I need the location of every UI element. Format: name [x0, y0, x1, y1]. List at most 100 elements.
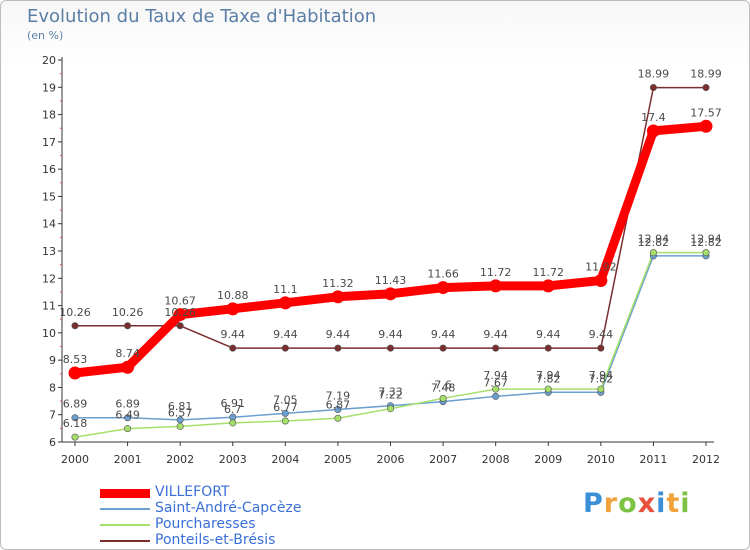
data-label: 10.26	[112, 306, 144, 319]
y-tick-label: 16	[42, 163, 56, 176]
data-point	[229, 344, 237, 352]
y-tick-label: 10	[42, 327, 56, 340]
data-label: 7.82	[589, 372, 614, 385]
series-points	[68, 84, 713, 441]
data-label: 12.94	[690, 233, 722, 246]
data-label: 11.72	[533, 266, 565, 279]
y-tick-label: 14	[42, 218, 56, 231]
data-label: 7.94	[589, 369, 614, 382]
y-tick-label: 17	[42, 136, 56, 149]
data-label: 11.32	[322, 277, 354, 290]
data-label: 9.44	[378, 328, 403, 341]
data-label: 11.66	[427, 268, 459, 281]
data-point	[229, 419, 237, 427]
data-point	[386, 405, 394, 413]
x-tick-label: 2012	[692, 453, 720, 466]
y-tick-label: 11	[42, 300, 56, 313]
data-label: 8.53	[63, 353, 88, 366]
logo-letter: r	[603, 488, 619, 519]
x-tick-label: 2003	[219, 453, 247, 466]
data-label: 10.26	[59, 306, 91, 319]
x-tick-label: 2004	[271, 453, 299, 466]
data-point	[68, 366, 82, 380]
data-point	[124, 414, 132, 422]
data-point	[646, 124, 660, 138]
data-label: 9.44	[431, 328, 456, 341]
y-tick-label: 20	[42, 54, 56, 67]
legend-label: Ponteils-et-Brésis	[155, 532, 276, 548]
data-point	[71, 322, 79, 330]
data-point	[281, 409, 289, 417]
data-point	[544, 385, 552, 393]
x-tick-label: 2006	[377, 453, 405, 466]
data-label: 6.18	[63, 417, 88, 430]
logo-letter: i	[656, 488, 667, 519]
data-label: 11.72	[480, 266, 512, 279]
data-point	[489, 279, 503, 293]
data-point	[124, 322, 132, 330]
axes: 6 7 8 9 10 11 12 13 14 15 16 17 18 19 20 2000 2001 2002 20…	[42, 54, 720, 466]
y-tick-label: 18	[42, 109, 56, 122]
data-point	[386, 344, 394, 352]
data-point	[331, 290, 345, 304]
data-label: 11.43	[375, 274, 407, 287]
data-label: 8.74	[115, 347, 140, 360]
x-tick-label: 2011	[639, 453, 667, 466]
legend-swatch	[100, 524, 150, 526]
data-point	[281, 417, 289, 425]
data-point	[71, 433, 79, 441]
data-point	[594, 273, 608, 287]
data-point	[176, 422, 184, 430]
data-point	[384, 287, 397, 301]
data-point	[226, 302, 240, 316]
x-tick-label: 2002	[166, 453, 194, 466]
data-point	[281, 344, 289, 352]
data-point	[492, 385, 500, 393]
x-tick-label: 2005	[324, 453, 352, 466]
x-tick-label: 2001	[114, 453, 142, 466]
legend-label: VILLEFORT	[155, 484, 230, 500]
y-tick-label: 15	[42, 190, 56, 203]
x-tick-label: 2010	[587, 453, 615, 466]
data-label: 18.99	[638, 68, 670, 81]
data-label: 6.57	[168, 406, 193, 419]
y-tick-label: 19	[42, 81, 56, 94]
data-point	[124, 425, 132, 433]
data-label: 7.19	[326, 390, 351, 403]
data-point	[649, 84, 657, 92]
chart-subtitle: (en %)	[27, 29, 64, 42]
y-tick-label: 6	[49, 436, 56, 449]
data-point	[436, 281, 450, 295]
data-label: 7.82	[536, 372, 561, 385]
y-tick-label: 8	[49, 381, 56, 394]
data-labels: 6.89 6.89 6.81 6.91 7.05 7.19 7.33 7.48 7.67 7.82…	[59, 68, 722, 431]
data-label: 10.26	[164, 306, 196, 319]
data-label: 6.91	[221, 397, 246, 410]
data-point	[544, 344, 552, 352]
data-label: 6.7	[224, 403, 242, 416]
x-tick-label: 2009	[534, 453, 562, 466]
legend-swatch	[100, 489, 150, 498]
logo-letter: t	[666, 488, 681, 519]
data-label: 6.77	[273, 401, 298, 414]
data-label: 9.44	[326, 328, 351, 341]
data-label: 6.81	[168, 400, 193, 413]
y-tick-label: 13	[42, 245, 56, 258]
data-label: 6.87	[326, 398, 351, 411]
x-tick-label: 2008	[482, 453, 510, 466]
data-point	[702, 249, 710, 257]
data-label: 9.44	[483, 328, 508, 341]
data-point	[597, 344, 605, 352]
data-label: 7.48	[431, 382, 456, 395]
data-point	[121, 360, 135, 374]
data-label: 6.89	[63, 398, 88, 411]
data-label: 17.4	[641, 111, 666, 124]
logo-letter: i	[680, 488, 691, 519]
data-point	[492, 344, 500, 352]
legend-label: Saint-André-Capcèze	[155, 500, 302, 516]
data-label: 7.22	[378, 389, 403, 402]
data-point	[176, 322, 184, 330]
data-label: 9.44	[589, 328, 614, 341]
